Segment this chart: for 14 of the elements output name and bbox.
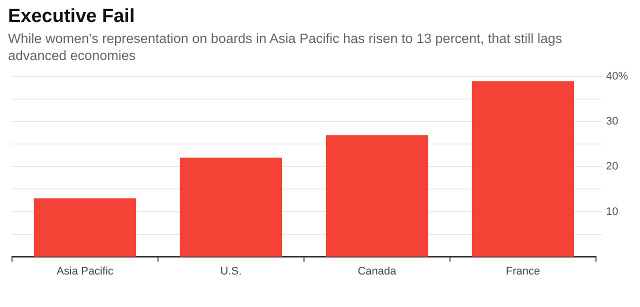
x-tick-label: France (506, 265, 540, 278)
chart-subtitle: While women's representation on boards in Asia Pacific has risen to 13 percent, that still lags advanced economies (8, 30, 564, 64)
x-tick-label: Canada (358, 265, 398, 278)
chart-title: Executive Fail (8, 6, 136, 28)
y-tick-label: 20 (606, 160, 618, 173)
y-tick-label: 30 (606, 116, 618, 128)
bar (326, 135, 428, 257)
bar (34, 198, 136, 257)
y-tick-label: 40% (606, 70, 628, 83)
bar (472, 81, 574, 257)
x-tick-label: U.S. (220, 265, 242, 278)
bar (180, 158, 282, 257)
x-tick-label: Asia Pacific (56, 265, 114, 278)
y-tick-label: 10 (606, 206, 618, 218)
